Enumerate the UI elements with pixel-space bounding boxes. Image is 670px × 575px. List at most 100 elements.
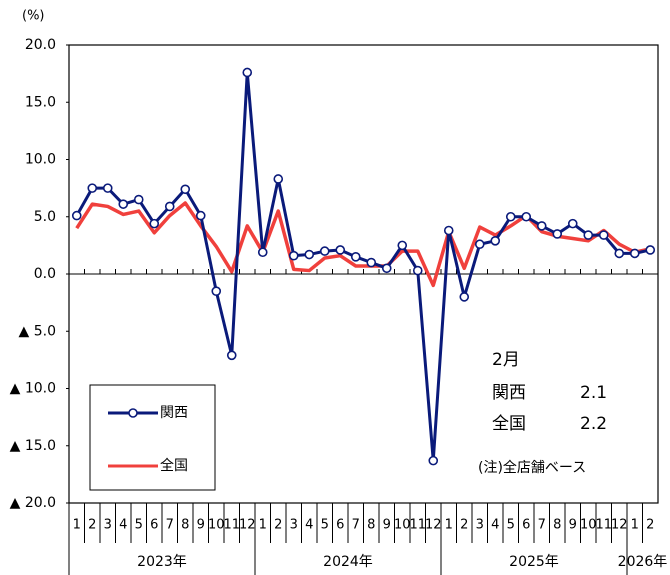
point [614, 248, 625, 259]
x-tick-label: 5 [321, 518, 329, 533]
point [645, 245, 656, 255]
point [474, 239, 485, 250]
x-tick-label: 2 [88, 518, 96, 533]
x-tick-label: 8 [553, 518, 561, 533]
point [412, 265, 423, 276]
point [257, 247, 268, 258]
legend-label: 全国 [160, 457, 188, 474]
point [397, 240, 408, 251]
x-tick-label: 11 [223, 518, 240, 533]
point [211, 286, 222, 296]
point [164, 201, 175, 212]
y-tick-label: ▲ 5.0 [19, 323, 56, 339]
x-tick-label: 12 [239, 518, 256, 533]
x-tick-label: 3 [476, 518, 484, 533]
y-tick-label: 15.0 [25, 94, 56, 110]
point [567, 218, 578, 229]
point [149, 218, 160, 229]
y-tick-label: ▲ 10.0 [10, 381, 56, 397]
year-label: 2023年 [137, 554, 187, 570]
point [133, 194, 144, 205]
annotation-month: 2月 [492, 350, 520, 370]
x-tick-label: 6 [336, 518, 344, 533]
x-tick-label: 11 [595, 518, 612, 533]
point [195, 210, 206, 221]
x-tick-label: 10 [580, 518, 597, 533]
x-tick-label: 7 [538, 518, 546, 533]
x-tick-label: 4 [119, 518, 127, 533]
x-tick-label: 5 [135, 518, 143, 533]
x-tick-label: 2 [274, 518, 282, 533]
point [552, 229, 563, 239]
x-tick-label: 10 [394, 518, 411, 533]
x-tick-label: 1 [259, 518, 267, 533]
point [443, 225, 454, 236]
annotation-value: 2.2 [580, 414, 607, 434]
point [381, 263, 392, 274]
unit-label: (%) [22, 9, 45, 24]
x-tick-label: 4 [491, 518, 499, 533]
y-tick-label: ▲ 20.0 [10, 495, 56, 511]
point [629, 248, 640, 259]
x-tick-label: 8 [367, 518, 375, 533]
x-tick-label: 6 [150, 518, 158, 533]
y-tick-label: 20.0 [25, 37, 56, 53]
point [288, 250, 299, 261]
x-tick-label: 9 [197, 518, 205, 533]
y-tick-label: 10.0 [25, 152, 56, 168]
point [319, 246, 330, 256]
annotation-name: 関西 [492, 383, 526, 403]
point [350, 252, 361, 262]
x-tick-label: 7 [166, 518, 174, 533]
x-tick-label: 1 [445, 518, 453, 533]
annotation-value: 2.1 [580, 383, 607, 403]
annotation-name: 全国 [492, 414, 526, 434]
x-tick-label: 8 [181, 518, 189, 533]
point [598, 230, 609, 240]
point [521, 211, 532, 222]
point [583, 230, 594, 240]
x-tick-label: 2 [646, 518, 654, 533]
legend-box [89, 384, 216, 491]
x-tick-label: 3 [104, 518, 112, 533]
y-tick-label: ▲ 15.0 [10, 438, 56, 454]
point [226, 350, 237, 361]
y-tick-label: 0.0 [34, 266, 56, 282]
year-label: 2026年 [618, 554, 668, 570]
point [304, 249, 315, 260]
point [459, 292, 470, 302]
y-tick-label: 5.0 [34, 209, 56, 225]
x-tick-label: 9 [569, 518, 577, 533]
x-tick-label: 3 [290, 518, 298, 533]
x-tick-label: 4 [305, 518, 313, 533]
point [273, 174, 284, 184]
x-tick-label: 1 [73, 518, 81, 533]
point [71, 210, 82, 221]
point [102, 183, 113, 193]
point [180, 184, 191, 195]
x-tick-label: 12 [611, 518, 628, 533]
point [366, 257, 377, 268]
x-tick-label: 11 [409, 518, 426, 533]
year-label: 2024年 [323, 554, 373, 570]
legend-label: 関西 [160, 405, 188, 421]
point [428, 455, 439, 466]
annotation-note: (注)全店舗ベース [478, 459, 586, 476]
x-tick-label: 10 [208, 518, 225, 533]
x-tick-label: 1 [631, 518, 639, 533]
point [505, 211, 516, 222]
point [536, 221, 547, 231]
x-tick-label: 9 [383, 518, 391, 533]
year-label: 2025年 [509, 554, 559, 570]
point [118, 199, 129, 209]
x-tick-label: 7 [352, 518, 360, 533]
point [87, 183, 98, 193]
x-tick-label: 5 [507, 518, 515, 533]
x-tick-label: 6 [522, 518, 530, 533]
x-tick-label: 12 [425, 518, 442, 533]
x-tick-label: 2 [460, 518, 468, 533]
point [242, 67, 253, 78]
point [335, 245, 346, 255]
legend-marker [128, 408, 138, 418]
